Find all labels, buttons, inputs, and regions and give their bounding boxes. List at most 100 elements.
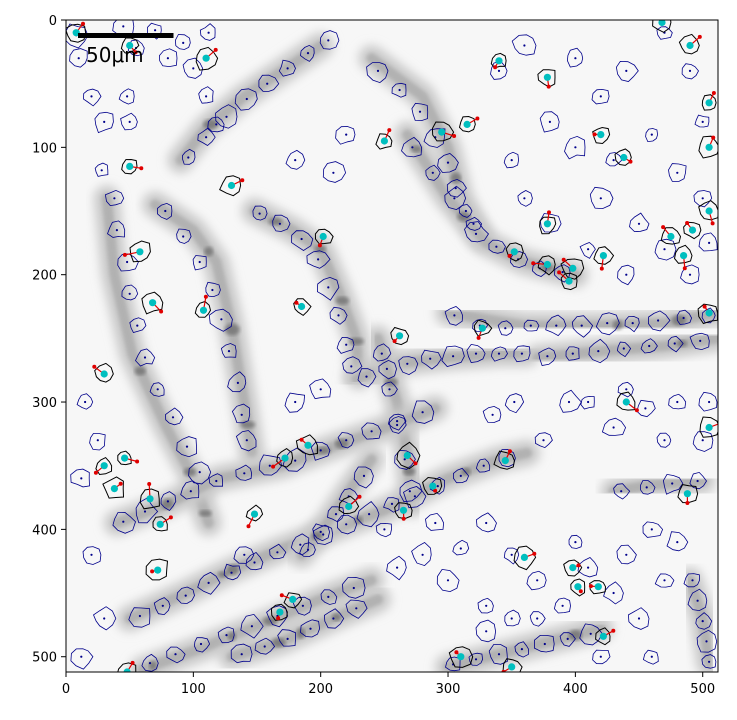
centroid-marker <box>146 495 154 503</box>
cell-center-dot <box>80 477 83 480</box>
cell-outline <box>654 238 677 261</box>
centroid-marker <box>501 457 509 465</box>
displacement-endpoint <box>122 252 127 257</box>
centroid-marker <box>569 264 577 272</box>
x-tick-label: 500 <box>690 682 715 697</box>
cell-outline <box>356 500 380 528</box>
cell-center-dot <box>286 637 289 641</box>
highlighted-cell-outline <box>458 115 476 133</box>
cell-outline <box>539 213 562 233</box>
cell-center-dot <box>705 640 708 643</box>
highlighted-cell-outline <box>102 476 125 499</box>
highlighted-cell-outline <box>152 516 168 532</box>
cell-outlines <box>66 20 718 672</box>
x-tick-label: 200 <box>308 682 333 697</box>
cell-center-dot <box>548 120 552 123</box>
cell-outline <box>252 205 268 221</box>
dark-nucleus <box>296 627 306 639</box>
cell-center-dot <box>612 426 615 429</box>
cell-center-dot <box>376 69 380 72</box>
centroid-marker <box>520 553 529 562</box>
highlighted-cell-outline <box>539 216 557 235</box>
cell-outline <box>277 629 296 647</box>
cell-outline <box>387 413 407 431</box>
cell-center-dot <box>657 319 660 322</box>
cell-outline <box>436 568 460 593</box>
cell-outline <box>129 317 147 333</box>
cell-center-dot <box>637 617 641 620</box>
dark-nucleus <box>198 510 212 517</box>
cell-outline <box>689 471 707 490</box>
dark-nucleus <box>204 246 214 257</box>
highlighted-cell-outline <box>194 300 212 318</box>
highlighted-cell-outline <box>513 545 537 571</box>
centroid-marker <box>156 520 164 528</box>
cell-outline <box>300 619 321 638</box>
cell-outline <box>316 276 340 301</box>
cell-outline <box>475 458 491 473</box>
cell-outline <box>181 148 196 165</box>
cell-center-dot <box>485 630 488 633</box>
cell-outline <box>579 623 603 646</box>
cell-center-dot <box>396 420 399 423</box>
highlighted-cell-outline <box>505 242 524 262</box>
displacement-endpoint <box>576 563 581 568</box>
cell-center-dot <box>599 197 602 200</box>
cell-center-dot <box>708 241 711 244</box>
highlighted-cell-outline <box>595 627 611 646</box>
cell-center-dot <box>587 566 590 569</box>
centroid-marker <box>121 454 129 462</box>
cell-outline <box>240 613 264 639</box>
cell-center-dot <box>128 120 131 123</box>
cell-center-dot <box>253 561 256 564</box>
cell-center-dot <box>243 553 246 556</box>
dark-nucleus <box>203 119 219 130</box>
cell-outline <box>693 190 713 208</box>
cell-outline <box>477 597 494 614</box>
cell-center-dot <box>327 39 330 42</box>
cell-outline <box>624 315 640 333</box>
cell-center-dot <box>523 44 526 47</box>
highlighted-cell-outline <box>394 502 413 520</box>
cell-center-dot <box>103 120 106 123</box>
cell-outline <box>182 57 204 79</box>
cell-outline <box>475 619 497 643</box>
y-tick-label: 100 <box>32 141 57 156</box>
cell-center-dot <box>327 286 330 289</box>
displacement-endpoint <box>682 266 687 271</box>
cell-center-dot <box>225 115 228 118</box>
cell-center-dot <box>166 500 169 503</box>
cell-center-dot <box>205 136 208 139</box>
cell-outline <box>696 629 718 653</box>
displacement-endpoint <box>547 210 551 215</box>
centroid-marker <box>620 153 628 162</box>
cell-center-dot <box>701 197 704 200</box>
centroid-marker <box>574 583 582 591</box>
cell-outline <box>188 461 212 485</box>
centroid-marker <box>100 462 108 470</box>
centroid-marker <box>345 502 353 511</box>
cell-outline <box>107 220 126 238</box>
centroid-marker <box>250 510 259 518</box>
centroid-marker <box>199 306 208 314</box>
cell-center-dot <box>580 324 583 327</box>
displacement-endpoint <box>685 221 690 225</box>
cell-center-dot <box>278 222 281 225</box>
cell-outline <box>269 543 287 560</box>
cell-center-dot <box>332 171 335 174</box>
cell-center-dot <box>688 273 692 276</box>
cell-center-dot <box>434 521 437 525</box>
dark-nucleus <box>450 172 462 184</box>
cell-center-dot <box>523 197 526 200</box>
cell-outline <box>539 111 560 133</box>
cell-outline <box>695 612 713 630</box>
cell-outline <box>378 359 397 380</box>
cell-outline <box>342 356 363 374</box>
cell-center-dot <box>319 449 322 452</box>
cell-center-dot <box>185 445 189 448</box>
centroid-marker <box>594 583 602 591</box>
cell-center-dot <box>268 464 271 467</box>
cell-outline <box>327 506 345 523</box>
cell-center-dot <box>215 479 218 483</box>
cell-center-dot <box>294 400 297 404</box>
